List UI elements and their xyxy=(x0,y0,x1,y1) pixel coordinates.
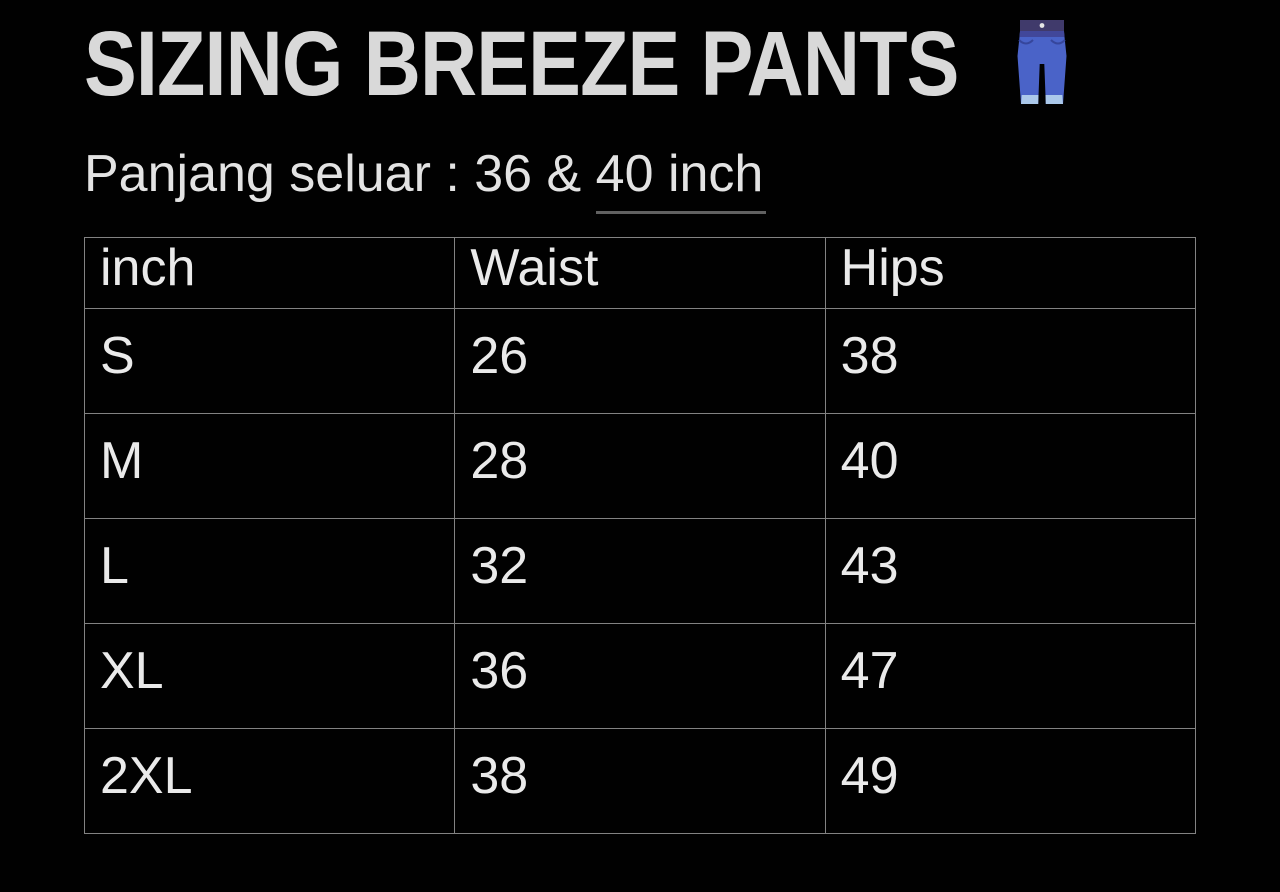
table-row: XL 36 47 xyxy=(83,623,1197,729)
column-header-waist: Waist xyxy=(454,237,826,309)
size-cell: S xyxy=(83,308,456,414)
table-row: S 26 38 xyxy=(83,308,1197,414)
size-cell: XL xyxy=(83,623,456,729)
hips-cell: 43 xyxy=(824,518,1197,624)
sizing-table: inch Waist Hips S 26 38 M 28 40 L 32 43 xyxy=(83,237,1197,834)
hips-cell: 49 xyxy=(824,728,1197,834)
hips-cell: 38 xyxy=(824,308,1197,414)
size-cell: L xyxy=(83,518,456,624)
pants-length-underlined: 40 inch xyxy=(595,142,767,214)
column-header-inch: inch xyxy=(83,237,456,309)
hips-cell: 47 xyxy=(824,623,1197,729)
pants-length-prefix: Panjang seluar : 36 & xyxy=(84,145,596,203)
table-row: 2XL 38 49 xyxy=(83,728,1197,834)
waist-cell: 36 xyxy=(454,623,826,729)
waist-cell: 26 xyxy=(454,308,826,414)
size-cell: M xyxy=(83,413,456,519)
waist-cell: 32 xyxy=(454,518,826,624)
waist-cell: 38 xyxy=(454,728,826,834)
table-header-row: inch Waist Hips xyxy=(83,237,1197,309)
table-row: M 28 40 xyxy=(83,413,1197,519)
size-cell: 2XL xyxy=(83,728,456,834)
table-row: L 32 43 xyxy=(83,518,1197,624)
hips-cell: 40 xyxy=(824,413,1197,519)
waist-cell: 28 xyxy=(454,413,826,519)
pants-length-note: Panjang seluar : 36 & 40 inch xyxy=(84,142,767,214)
column-header-hips: Hips xyxy=(824,237,1197,309)
page-title-text: SIZING BREEZE PANTS xyxy=(84,13,959,115)
jeans-icon xyxy=(1016,20,1068,106)
page-title: SIZING BREEZE PANTS xyxy=(84,14,1101,114)
